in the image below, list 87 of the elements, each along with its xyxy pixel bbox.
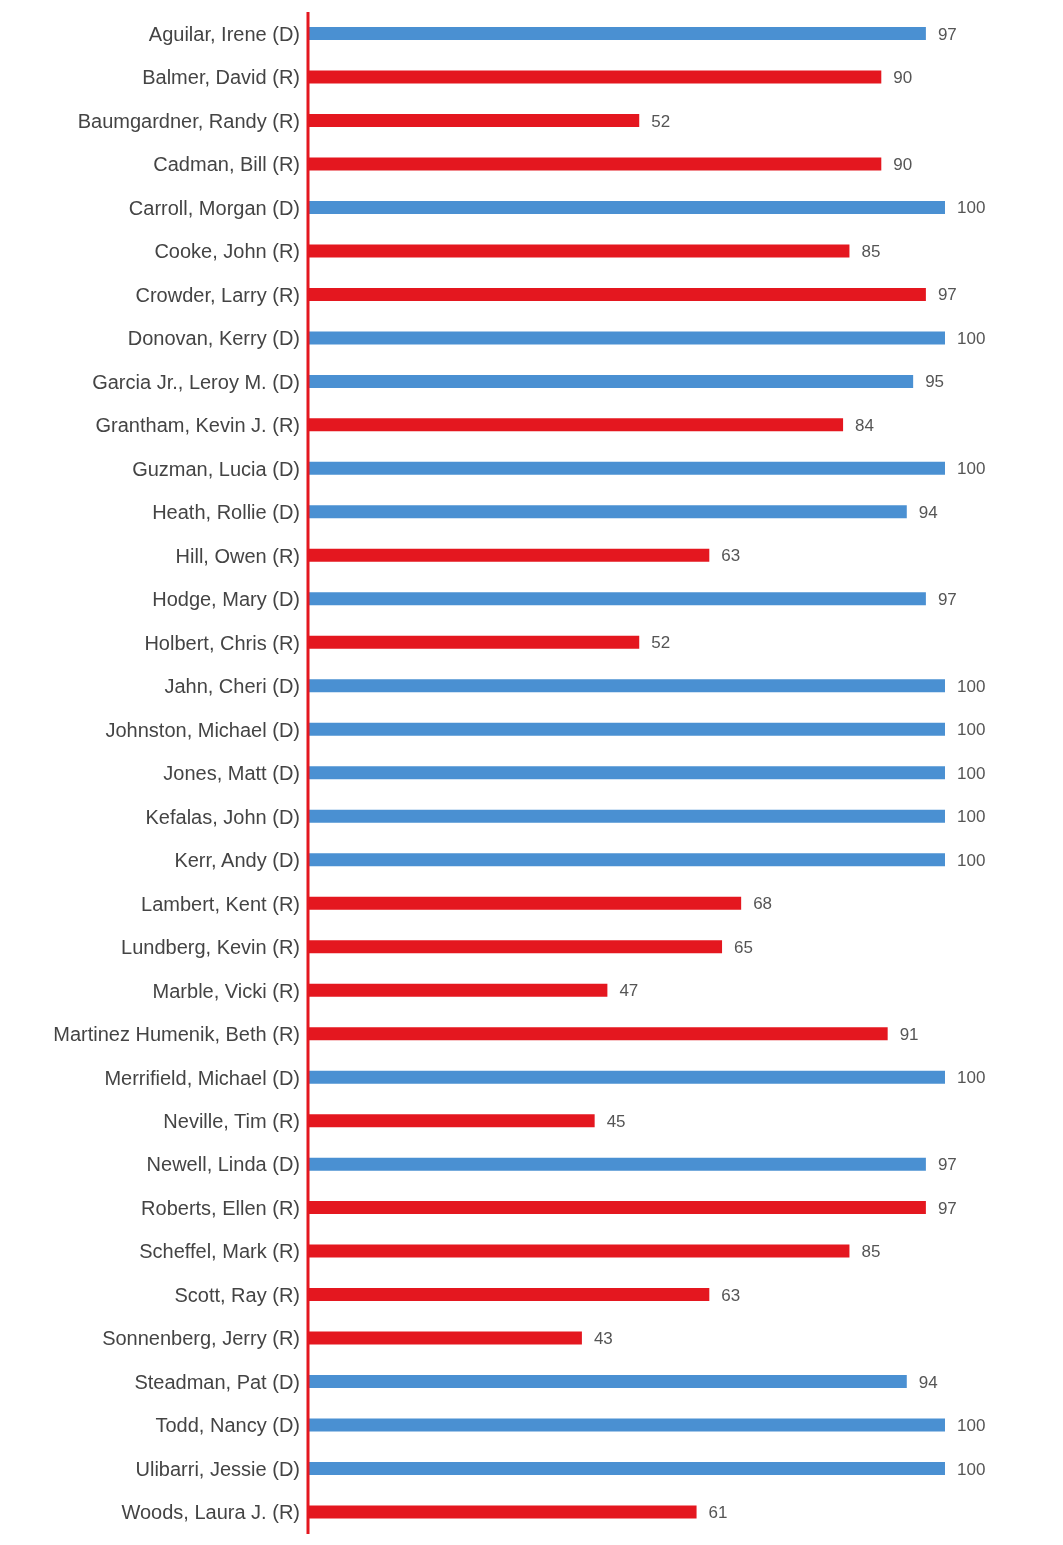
data-label: 97: [937, 589, 957, 609]
bar: [308, 374, 914, 388]
data-label: 91: [899, 1024, 919, 1044]
bar: [308, 809, 945, 823]
y-tick-label: Johnston, Michael (D): [105, 718, 300, 741]
bar: [308, 679, 945, 693]
data-label: 47: [619, 981, 639, 1001]
data-label: 97: [937, 1198, 957, 1218]
data-label: 85: [861, 1242, 881, 1262]
y-tick-label: Jahn, Cheri (D): [164, 675, 300, 698]
bar: [308, 200, 945, 214]
data-label: 100: [957, 720, 986, 740]
bar: [308, 27, 926, 40]
data-label: 95: [925, 372, 945, 392]
y-tick-label: Heath, Rollie (D): [152, 501, 300, 524]
data-label: 100: [957, 328, 986, 348]
data-label: 45: [606, 1111, 626, 1131]
data-label: 100: [957, 198, 986, 218]
y-tick-label: Marble, Vicki (R): [152, 979, 300, 1002]
y-tick-label: Carroll, Morgan (D): [128, 196, 300, 219]
data-label: 63: [721, 1285, 741, 1305]
y-tick-label: Woods, Laura J. (R): [121, 1501, 300, 1524]
y-tick-label: Lundberg, Kevin (R): [121, 936, 300, 959]
data-label: 100: [957, 676, 986, 696]
data-label: 85: [861, 241, 881, 261]
data-label: 94: [918, 1372, 938, 1392]
y-tick-label: Merrifield, Michael (D): [104, 1066, 300, 1089]
data-label: 100: [957, 459, 986, 479]
y-tick-label: Cadman, Bill (R): [153, 153, 300, 176]
y-tick-label: Hill, Owen (R): [175, 544, 300, 567]
data-label: 100: [957, 850, 986, 870]
bar: [308, 1070, 945, 1084]
bar: [308, 853, 945, 867]
data-label: 97: [937, 1155, 957, 1175]
data-label: 84: [855, 415, 874, 435]
y-tick-label: Ulibarri, Jessie (D): [135, 1457, 300, 1480]
data-label: 97: [937, 24, 957, 44]
data-label: 65: [734, 937, 753, 957]
bar: [308, 766, 945, 780]
y-tick-label: Aguilar, Irene (D): [148, 22, 300, 45]
y-tick-label: Lambert, Kent (R): [141, 892, 300, 915]
y-tick-label: Kerr, Andy (D): [174, 849, 300, 872]
data-label: 100: [957, 763, 986, 783]
data-label: 97: [937, 285, 957, 305]
y-tick-label: Newell, Linda (D): [146, 1153, 300, 1176]
y-tick-label: Sonnenberg, Jerry (R): [102, 1327, 300, 1350]
bar: [308, 505, 907, 519]
y-tick-label: Donovan, Kerry (D): [127, 327, 300, 350]
y-tick-label: Crowder, Larry (R): [135, 283, 300, 306]
y-tick-label: Garcia Jr., Leroy M. (D): [92, 370, 300, 393]
y-tick-label: Roberts, Ellen (R): [141, 1196, 300, 1219]
y-tick-label: Todd, Nancy (D): [155, 1414, 300, 1437]
bar: [308, 1418, 945, 1432]
bar: [308, 722, 945, 736]
data-label: 100: [957, 1459, 986, 1479]
data-label: 100: [957, 1416, 986, 1436]
data-label: 100: [957, 1068, 986, 1088]
data-label: 68: [753, 894, 773, 914]
y-tick-label: Martinez Humenik, Beth (R): [53, 1023, 300, 1046]
data-label: 61: [708, 1503, 728, 1523]
y-tick-label: Grantham, Kevin J. (R): [95, 414, 300, 437]
data-label: 63: [721, 546, 741, 566]
data-label: 90: [893, 154, 913, 174]
bar: [308, 461, 945, 475]
data-label: 100: [957, 807, 986, 827]
y-tick-label: Baumgardner, Randy (R): [77, 109, 300, 132]
y-tick-label: Hodge, Mary (D): [152, 588, 300, 611]
y-tick-label: Steadman, Pat (D): [134, 1370, 300, 1393]
y-tick-label: Scott, Ray (R): [174, 1283, 300, 1306]
y-tick-label: Guzman, Lucia (D): [132, 457, 300, 480]
y-tick-label: Kefalas, John (D): [145, 805, 300, 828]
bar: [308, 1157, 926, 1171]
data-label: 52: [651, 633, 671, 653]
data-label: 94: [918, 502, 938, 522]
y-tick-label: Jones, Matt (D): [163, 762, 300, 785]
data-label: 43: [593, 1329, 613, 1349]
y-tick-label: Holbert, Chris (R): [144, 631, 300, 654]
bar: [308, 1462, 945, 1476]
y-tick-label: Scheffel, Mark (R): [139, 1240, 300, 1263]
y-tick-label: Cooke, John (R): [154, 240, 300, 263]
y-tick-label: Neville, Tim (R): [163, 1109, 300, 1132]
bar: [308, 331, 945, 345]
y-tick-label: Balmer, David (R): [142, 66, 300, 89]
bar: [308, 592, 926, 606]
data-label: 90: [893, 68, 913, 88]
bar: [308, 1375, 907, 1389]
data-label: 52: [651, 111, 671, 131]
